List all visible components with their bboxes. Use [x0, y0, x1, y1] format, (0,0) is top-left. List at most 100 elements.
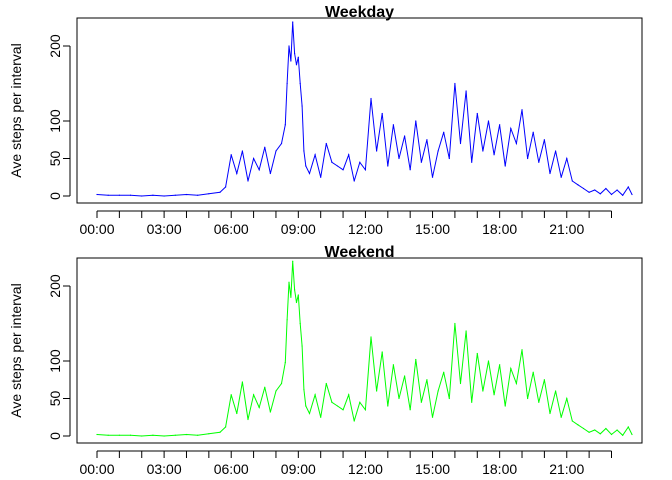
data-point: [588, 191, 590, 193]
data-point: [582, 427, 585, 430]
data-point: [471, 161, 473, 163]
data-point: [493, 394, 495, 396]
x-tick-label: 00:00: [79, 221, 114, 237]
data-point: [431, 416, 434, 418]
data-point: [163, 195, 165, 197]
x-tick-label: 21:00: [549, 461, 584, 477]
data-point: [264, 386, 266, 388]
data-point: [554, 390, 557, 392]
data-point: [448, 397, 450, 400]
data-point: [96, 193, 98, 196]
data-point: [392, 124, 394, 126]
data-point: [241, 150, 244, 152]
data-point: [409, 409, 411, 411]
x-tick-label: 09:00: [281, 221, 316, 237]
data-point: [197, 434, 199, 436]
data-point: [364, 169, 367, 171]
data-point: [443, 371, 445, 373]
data-point: [141, 435, 143, 437]
data-point: [387, 405, 389, 407]
data-point: [185, 433, 188, 436]
data-point: [454, 322, 456, 325]
data-point: [331, 161, 333, 163]
data-point: [297, 294, 299, 296]
data-point: [290, 296, 292, 298]
data-point: [571, 180, 573, 182]
data-point: [152, 194, 154, 196]
data-point: [247, 418, 249, 421]
data-point: [409, 169, 411, 171]
data-point: [342, 169, 344, 171]
data-point: [381, 351, 383, 353]
data-point: [459, 142, 462, 145]
chart-panel-weekend: Weekend Ave steps per interval 0 50 100 200 00…: [8, 244, 643, 477]
data-point: [610, 433, 613, 436]
data-point: [303, 388, 305, 391]
data-point: [264, 146, 266, 148]
data-point: [510, 367, 512, 370]
data-point: [230, 154, 232, 156]
data-point: [616, 189, 618, 191]
data-point: [415, 358, 417, 361]
data-point: [141, 195, 143, 197]
x-tick-label: 15:00: [415, 461, 450, 477]
data-point: [476, 352, 478, 355]
data-point: [174, 434, 176, 436]
data-point: [295, 301, 298, 304]
data-point: [431, 176, 434, 178]
data-point: [286, 82, 288, 85]
data-point: [426, 379, 428, 381]
data-point: [331, 401, 333, 403]
data-point: [605, 187, 607, 190]
data-point: [197, 194, 199, 196]
data-point: [415, 120, 417, 122]
data-point: [269, 172, 271, 175]
data-point: [348, 154, 350, 156]
data-point: [301, 105, 303, 107]
data-point: [631, 433, 633, 436]
data-point: [437, 390, 439, 392]
data-point: [538, 161, 540, 163]
data-point: [359, 161, 361, 163]
data-point: [610, 193, 613, 196]
x-tick-label: 12:00: [348, 461, 383, 477]
data-point: [236, 412, 238, 415]
data-point: [627, 426, 629, 428]
data-point: [174, 194, 176, 196]
data-point: [493, 154, 495, 156]
data-point: [420, 161, 422, 163]
data-point: [280, 142, 283, 145]
data-point: [454, 82, 456, 85]
data-point: [515, 142, 518, 145]
data-point: [293, 52, 296, 55]
data-point: [487, 120, 490, 122]
data-point: [594, 189, 596, 191]
data-point: [152, 434, 154, 436]
data-point: [208, 433, 210, 435]
data-point: [208, 193, 210, 195]
x-tick-label: 12:00: [348, 221, 383, 237]
data-point: [566, 157, 568, 160]
data-point: [297, 56, 299, 58]
data-point: [336, 405, 339, 407]
data-point: [387, 165, 389, 167]
data-point: [348, 394, 350, 396]
data-point: [284, 361, 286, 364]
data-point: [577, 184, 579, 186]
data-point: [185, 193, 188, 196]
data-point: [299, 322, 301, 325]
data-point: [241, 381, 244, 383]
series-line: [96, 21, 633, 197]
data-point: [631, 193, 633, 196]
y-tick-label: 0: [47, 192, 63, 200]
data-point: [538, 401, 540, 403]
data-point: [236, 172, 238, 175]
x-tick-label: 03:00: [147, 221, 182, 237]
plot-frame: [76, 257, 643, 444]
data-point: [510, 127, 512, 130]
data-point: [403, 375, 406, 377]
data-point: [527, 157, 529, 160]
data-point: [594, 429, 596, 431]
data-point: [622, 434, 624, 436]
chart-title: Weekday: [325, 4, 394, 21]
